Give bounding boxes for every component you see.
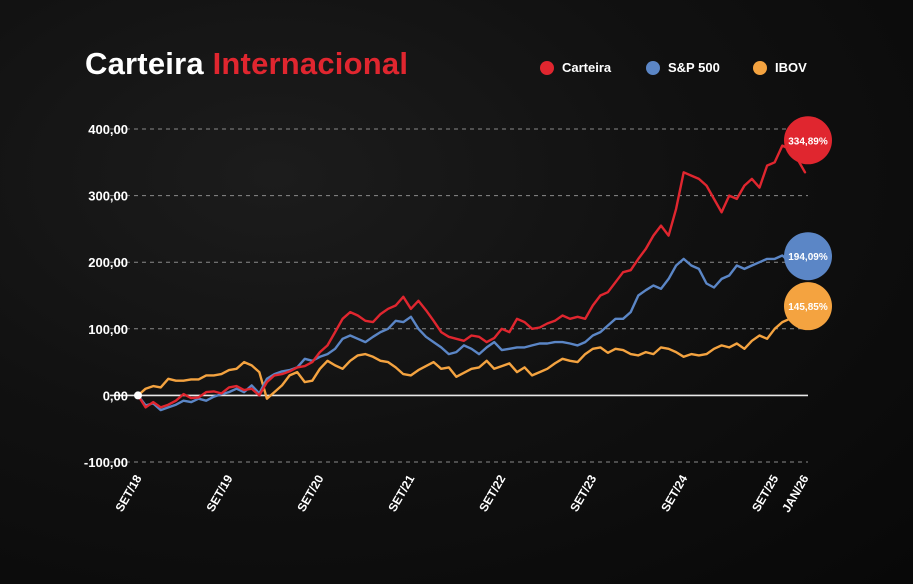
y-tick-label: 0,00: [103, 388, 128, 403]
end-bubble-carteira: [784, 116, 832, 165]
end-value-label: 334,89%: [788, 136, 828, 147]
legend-item-ibov: IBOV: [753, 60, 807, 75]
legend-item-sp500: S&P 500: [646, 60, 720, 75]
legend-swatch-carteira: [540, 60, 554, 75]
legend-swatch-ibov: [753, 60, 767, 75]
y-tick-label: 400,00: [88, 122, 128, 137]
series-line-sp500: [136, 254, 807, 412]
series-line-ibov: [136, 297, 807, 400]
end-bubble-sp500: [784, 232, 832, 281]
x-tick-label: SET/18: [112, 472, 144, 514]
x-tick-label: SET/25: [749, 472, 781, 514]
legend-item-carteira: Carteira: [540, 60, 611, 75]
x-tick-label: SET/19: [203, 472, 235, 514]
end-bubble-ibov: [784, 282, 832, 331]
legend-label-ibov: IBOV: [775, 60, 807, 75]
title-accent: Internacional: [212, 46, 409, 81]
x-tick-label: JAN/26: [779, 472, 812, 515]
title-main: Carteira: [85, 46, 204, 81]
legend-label-sp500: S&P 500: [668, 60, 720, 75]
y-tick-label: 200,00: [88, 255, 128, 270]
origin-dot: [134, 391, 142, 400]
chart-title: Carteira Internacional: [85, 46, 408, 82]
legend-swatch-sp500: [646, 60, 660, 75]
series-line-carteira: [136, 144, 807, 409]
y-tick-label: -100,00: [84, 455, 128, 470]
y-tick-label: 100,00: [88, 322, 128, 337]
x-tick-label: SET/21: [385, 472, 417, 514]
end-value-label: 145,85%: [788, 302, 828, 313]
legend-label-carteira: Carteira: [562, 60, 612, 75]
x-tick-label: SET/23: [567, 472, 599, 514]
x-tick-label: SET/24: [658, 472, 690, 514]
y-tick-label: 300,00: [88, 189, 128, 204]
end-value-label: 194,09%: [788, 252, 828, 263]
x-tick-label: SET/22: [476, 472, 508, 514]
x-tick-label: SET/20: [294, 472, 326, 514]
